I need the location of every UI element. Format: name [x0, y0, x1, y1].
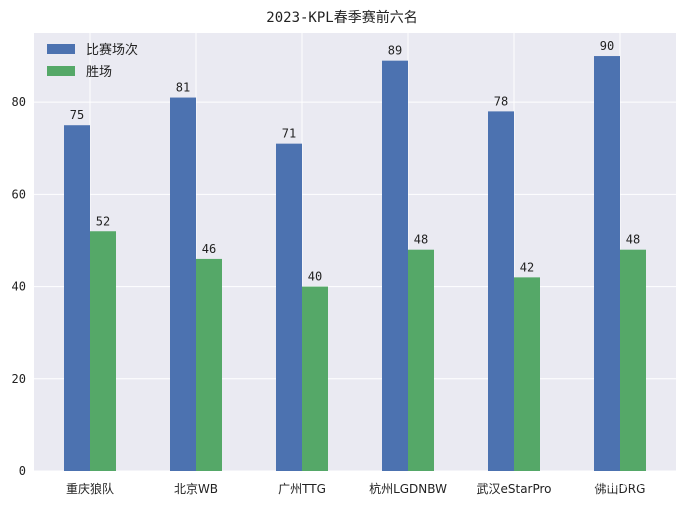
- data-labels: 75 81 71 89 78 90 52 46 40 48 42 48: [70, 39, 640, 284]
- bar-value-label: 42: [520, 260, 534, 274]
- bar-wins: [408, 249, 434, 471]
- bar-value-label: 89: [388, 44, 402, 58]
- bar-wins: [620, 249, 646, 471]
- y-tick-label: 20: [12, 372, 26, 386]
- y-tick-label: 60: [12, 187, 26, 201]
- x-tick-label: 北京WB: [174, 482, 218, 496]
- chart-title: 2023-KPL春季赛前六名: [266, 9, 417, 26]
- bar-matches: [382, 60, 408, 472]
- bar-matches: [64, 125, 90, 472]
- bar-value-label: 52: [96, 214, 110, 228]
- y-axis-ticks: 0 20 40 60 80: [12, 95, 26, 478]
- x-tick-label: 重庆狼队: [66, 481, 114, 496]
- bar-wins: [514, 277, 540, 471]
- bar-matches: [170, 97, 196, 472]
- bars: [64, 56, 646, 472]
- legend-label: 胜场: [86, 65, 112, 80]
- bar-matches: [594, 56, 620, 471]
- y-tick-label: 0: [19, 464, 26, 478]
- bar-matches: [488, 111, 514, 472]
- plot-area: [34, 33, 676, 471]
- x-tick-label: 佛山DRG: [595, 482, 646, 496]
- watermark: @稀土掘金技术社区: [551, 475, 668, 491]
- x-tick-label: 武汉eStarPro: [476, 482, 551, 496]
- bar-value-label: 81: [176, 81, 190, 95]
- y-tick-label: 40: [12, 280, 26, 294]
- bar-value-label: 75: [70, 108, 84, 122]
- legend-label: 比赛场次: [86, 42, 138, 58]
- y-tick-label: 80: [12, 95, 26, 109]
- bar-wins: [90, 231, 116, 471]
- bar-matches: [276, 143, 302, 471]
- legend-swatch: [47, 44, 75, 54]
- bar-value-label: 90: [600, 39, 614, 53]
- bar-value-label: 71: [282, 127, 296, 141]
- bar-value-label: 48: [414, 233, 428, 247]
- bar-value-label: 78: [494, 94, 508, 108]
- legend-swatch: [47, 66, 75, 76]
- x-tick-label: 杭州LGDNBW: [369, 481, 447, 496]
- bar-value-label: 48: [626, 233, 640, 247]
- bar-wins: [196, 258, 222, 471]
- x-tick-label: 广州TTG: [278, 482, 326, 496]
- x-axis-ticks: 重庆狼队 北京WB 广州TTG 杭州LGDNBW 武汉eStarPro 佛山DRG: [66, 481, 645, 496]
- bar-value-label: 46: [202, 242, 216, 256]
- bar-value-label: 40: [308, 270, 322, 284]
- bar-wins: [302, 286, 328, 471]
